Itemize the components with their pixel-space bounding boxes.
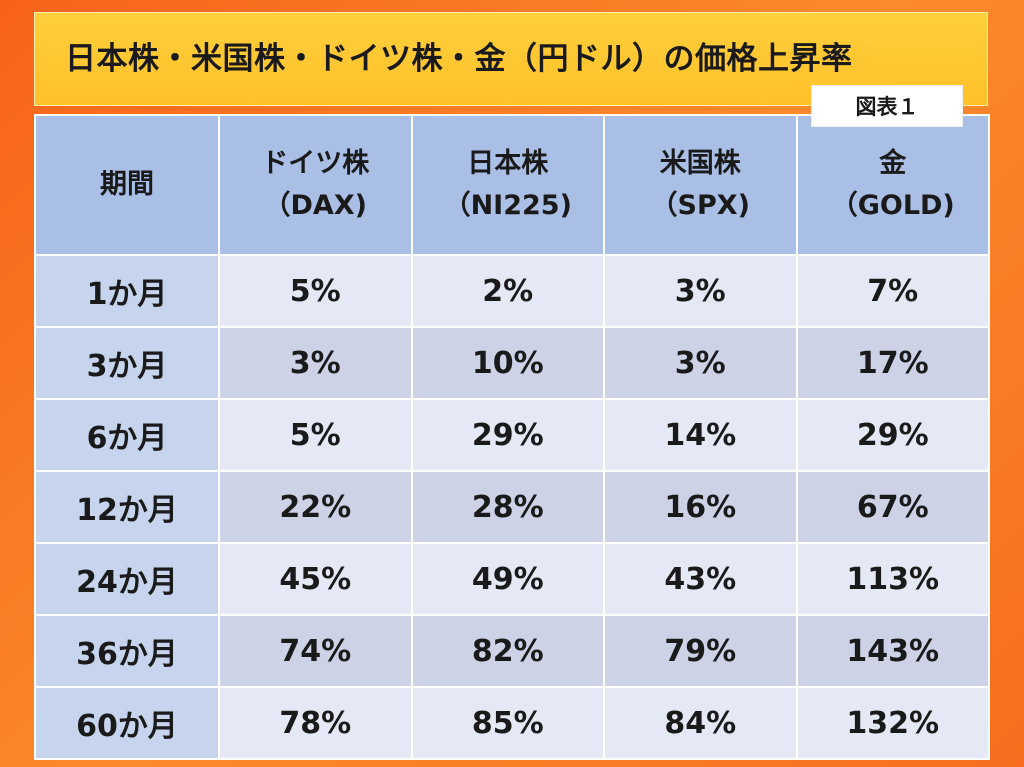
value-cell: 84% xyxy=(603,686,798,760)
period-cell: 12か月 xyxy=(34,470,220,544)
period-cell: 1か月 xyxy=(34,254,220,328)
header-ni225-code: （NI225) xyxy=(443,190,572,221)
header-ni225: 日本株 （NI225) xyxy=(410,114,605,256)
table-row: 6か月 5% 29% 14% 29% xyxy=(34,398,990,472)
price-change-table: 期間 ドイツ株 （DAX) 日本株 （NI225) 米国株 （SPX) 金 （G… xyxy=(34,114,990,760)
period-cell: 6か月 xyxy=(34,398,220,472)
value-cell: 113% xyxy=(795,542,990,616)
value-cell: 10% xyxy=(410,326,605,400)
value-cell: 67% xyxy=(795,470,990,544)
table-row: 24か月 45% 49% 43% 113% xyxy=(34,542,990,616)
header-gold: 金 （GOLD) xyxy=(795,114,990,256)
value-cell: 78% xyxy=(218,686,413,760)
header-ni225-name: 日本株 xyxy=(467,148,549,180)
value-cell: 49% xyxy=(410,542,605,616)
header-spx-code: （SPX) xyxy=(650,190,750,221)
header-period: 期間 xyxy=(34,114,220,256)
value-cell: 82% xyxy=(410,614,605,688)
value-cell: 22% xyxy=(218,470,413,544)
value-cell: 2% xyxy=(410,254,605,328)
data-table: 期間 ドイツ株 （DAX) 日本株 （NI225) 米国株 （SPX) 金 （G… xyxy=(34,114,990,760)
table-row: 1か月 5% 2% 3% 7% xyxy=(34,254,990,328)
value-cell: 28% xyxy=(410,470,605,544)
value-cell: 143% xyxy=(795,614,990,688)
header-dax-code: （DAX) xyxy=(263,190,367,221)
table-row: 36か月 74% 82% 79% 143% xyxy=(34,614,990,688)
period-cell: 60か月 xyxy=(34,686,220,760)
period-cell: 3か月 xyxy=(34,326,220,400)
value-cell: 85% xyxy=(410,686,605,760)
period-cell: 24か月 xyxy=(34,542,220,616)
page-title: 日本株・米国株・ドイツ株・金（円ドル）の価格上昇率 xyxy=(65,41,853,77)
value-cell: 3% xyxy=(603,254,798,328)
table-body: 1か月 5% 2% 3% 7% 3か月 3% 10% 3% 17% 6か月 5% 29% 14% 29% 12… xyxy=(34,254,990,760)
value-cell: 79% xyxy=(603,614,798,688)
figure-label: 図表１ xyxy=(812,86,962,126)
table-row: 60か月 78% 85% 84% 132% xyxy=(34,686,990,760)
value-cell: 29% xyxy=(795,398,990,472)
header-gold-code: （GOLD) xyxy=(830,190,955,221)
value-cell: 7% xyxy=(795,254,990,328)
value-cell: 3% xyxy=(218,326,413,400)
value-cell: 29% xyxy=(410,398,605,472)
value-cell: 3% xyxy=(603,326,798,400)
value-cell: 5% xyxy=(218,398,413,472)
value-cell: 5% xyxy=(218,254,413,328)
header-spx: 米国株 （SPX) xyxy=(603,114,798,256)
period-cell: 36か月 xyxy=(34,614,220,688)
table-row: 12か月 22% 28% 16% 67% xyxy=(34,470,990,544)
value-cell: 16% xyxy=(603,470,798,544)
value-cell: 43% xyxy=(603,542,798,616)
value-cell: 45% xyxy=(218,542,413,616)
header-dax-name: ドイツ株 xyxy=(261,148,370,180)
table-row: 3か月 3% 10% 3% 17% xyxy=(34,326,990,400)
value-cell: 14% xyxy=(603,398,798,472)
title-banner: 日本株・米国株・ドイツ株・金（円ドル）の価格上昇率 xyxy=(34,12,988,106)
header-dax: ドイツ株 （DAX) xyxy=(218,114,413,256)
value-cell: 132% xyxy=(795,686,990,760)
table-header-row: 期間 ドイツ株 （DAX) 日本株 （NI225) 米国株 （SPX) 金 （G… xyxy=(34,114,990,256)
header-spx-name: 米国株 xyxy=(659,148,741,180)
value-cell: 17% xyxy=(795,326,990,400)
header-gold-name: 金 xyxy=(879,148,907,180)
value-cell: 74% xyxy=(218,614,413,688)
